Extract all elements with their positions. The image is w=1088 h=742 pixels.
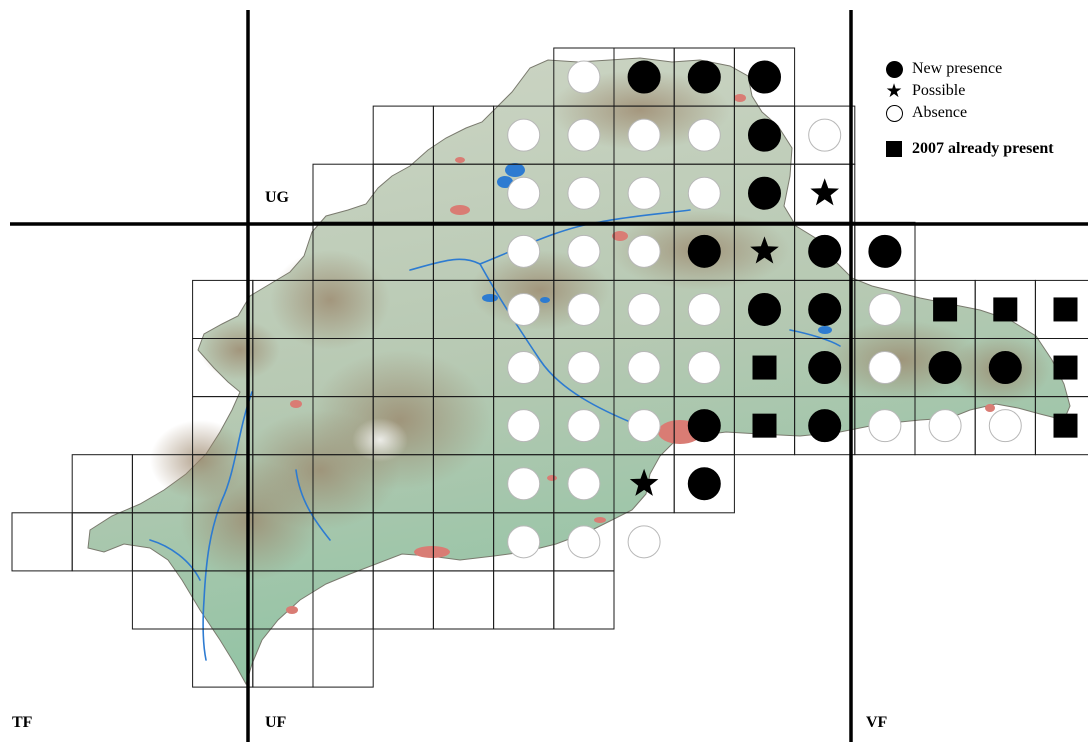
absence-marker — [627, 351, 661, 385]
absence-marker — [627, 409, 661, 443]
zone-label-ug: UG — [265, 189, 289, 206]
absence-marker — [507, 467, 541, 501]
grid-cell — [553, 570, 615, 630]
absence-marker — [808, 118, 842, 152]
reservoirs — [482, 163, 832, 334]
legend-possible: ★ Possible — [884, 80, 1054, 102]
relief-shading — [150, 70, 1050, 580]
absence-marker — [988, 409, 1022, 443]
absence-marker — [567, 292, 601, 326]
new-presence-marker — [808, 292, 842, 326]
absence-marker — [627, 176, 661, 210]
legend-absence-label: Absence — [912, 104, 968, 121]
absence-marker — [507, 525, 541, 559]
legend-already-present-label: 2007 already present — [912, 140, 1054, 157]
legend-new-presence: New presence — [884, 58, 1054, 80]
grid-cell — [673, 454, 735, 514]
new-presence-marker — [627, 60, 661, 94]
legend-possible-label: Possible — [912, 82, 966, 99]
already-present-marker — [1053, 297, 1078, 322]
absence-marker — [567, 351, 601, 385]
absence-marker — [627, 118, 661, 152]
grid-cell — [1034, 396, 1088, 456]
new-presence-marker — [687, 467, 721, 501]
absence-marker — [567, 118, 601, 152]
new-presence-marker — [808, 351, 842, 385]
grid-cell — [372, 570, 434, 630]
new-presence-marker — [928, 351, 962, 385]
already-present-marker — [933, 297, 958, 322]
absence-marker — [507, 118, 541, 152]
possible-marker — [750, 236, 779, 264]
occurrence-markers — [507, 60, 1078, 559]
new-presence-marker — [808, 409, 842, 443]
filled-square-icon — [886, 141, 902, 157]
grid-cell — [432, 570, 495, 630]
star-icon: ★ — [885, 79, 903, 102]
zone-label-uf: UF — [265, 714, 287, 731]
new-presence-marker — [748, 176, 781, 210]
zone-label-tf: TF — [12, 714, 33, 731]
new-presence-marker — [687, 234, 721, 268]
already-present-marker — [993, 297, 1018, 322]
absence-marker — [507, 351, 541, 385]
legend-new-presence-label: New presence — [912, 60, 1003, 77]
absence-marker — [507, 292, 541, 326]
absence-marker — [507, 234, 541, 268]
possible-marker — [810, 178, 839, 206]
absence-marker — [567, 467, 601, 501]
absence-marker — [868, 409, 902, 443]
map-legend: New presence ★ Possible Absence 2007 alr… — [884, 58, 1054, 160]
absence-marker — [868, 351, 902, 385]
new-presence-marker — [868, 234, 902, 268]
legend-already-present: 2007 already present — [884, 138, 1054, 160]
absence-marker — [687, 292, 721, 326]
possible-marker — [629, 468, 659, 496]
utm-zone-boundaries — [10, 10, 1088, 742]
absence-marker — [567, 525, 601, 559]
already-present-marker — [1053, 413, 1078, 438]
absence-marker — [687, 176, 721, 210]
already-present-marker — [752, 355, 777, 380]
absence-marker — [507, 176, 541, 210]
new-presence-marker — [748, 60, 781, 94]
zone-label-vf: VF — [866, 714, 888, 731]
absence-marker — [567, 409, 601, 443]
absence-marker — [627, 525, 661, 559]
absence-marker — [567, 234, 601, 268]
open-circle-icon — [885, 104, 903, 122]
grid-cell — [11, 512, 73, 572]
absence-marker — [627, 292, 661, 326]
grid-cell — [493, 570, 555, 630]
new-presence-marker — [748, 292, 781, 326]
absence-marker — [928, 409, 962, 443]
already-present-marker — [752, 413, 777, 438]
absence-marker — [627, 234, 661, 268]
grid-cell — [71, 454, 133, 514]
filled-circle-icon — [885, 60, 903, 78]
new-presence-marker — [988, 351, 1022, 385]
new-presence-marker — [748, 118, 781, 152]
absence-marker — [687, 351, 721, 385]
grid-cell — [312, 628, 374, 688]
legend-absence: Absence — [884, 102, 1054, 124]
survey-grid-cells — [11, 47, 1088, 688]
absence-marker — [567, 60, 601, 94]
new-presence-marker — [687, 60, 721, 94]
absence-marker — [567, 176, 601, 210]
new-presence-marker — [808, 234, 842, 268]
already-present-marker — [1053, 355, 1078, 380]
absence-marker — [687, 118, 721, 152]
new-presence-marker — [687, 409, 721, 443]
absence-marker — [507, 409, 541, 443]
absence-marker — [868, 292, 902, 326]
